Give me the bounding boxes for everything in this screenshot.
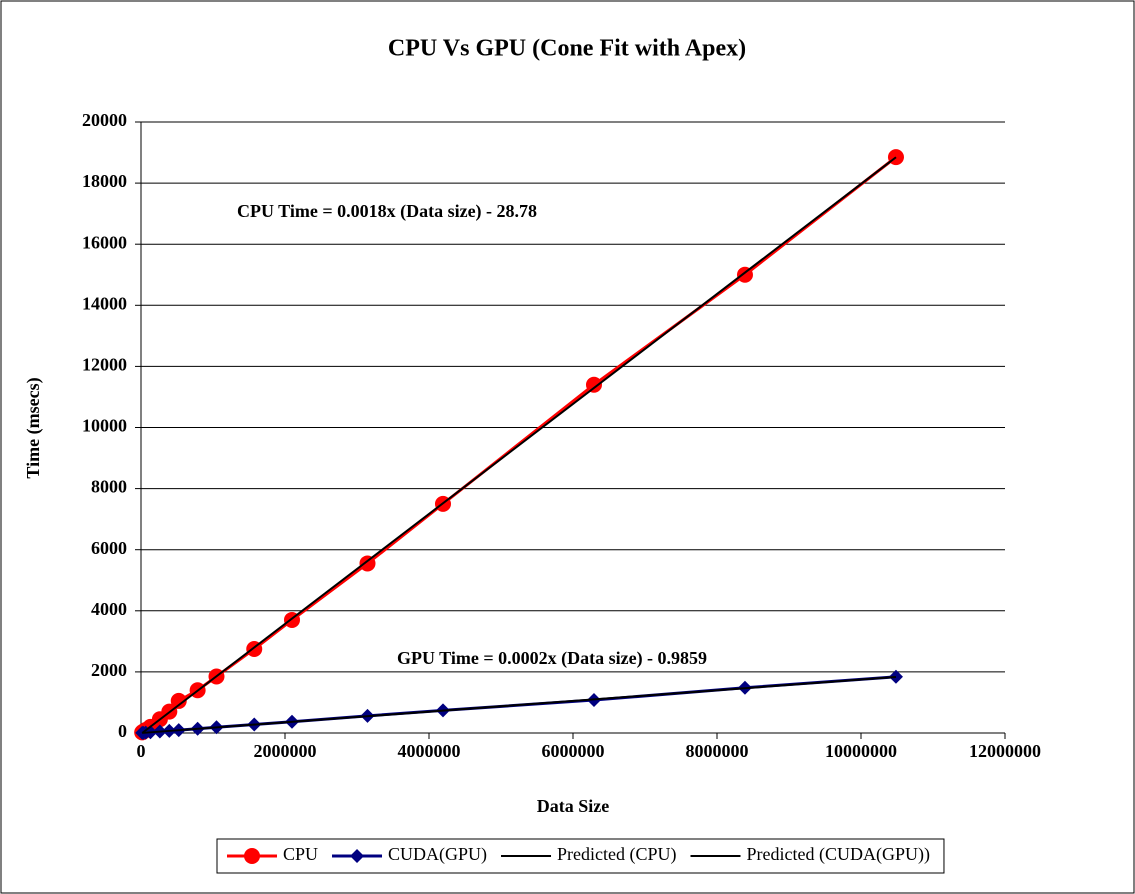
y-tick-label: 10000 (82, 416, 127, 436)
y-tick-label: 4000 (91, 599, 127, 619)
y-tick-label: 8000 (91, 477, 127, 497)
series-line (141, 156, 897, 734)
data-point (170, 692, 187, 709)
y-tick-label: 12000 (82, 355, 127, 375)
x-tick-label: 8000000 (686, 741, 749, 761)
legend-label: CUDA(GPU) (388, 844, 487, 865)
x-tick-label: 4000000 (398, 741, 461, 761)
legend-marker (244, 848, 260, 864)
legend-label: CPU (283, 844, 318, 864)
annotation: CPU Time = 0.0018x (Data size) - 28.78 (237, 201, 537, 222)
y-tick-label: 14000 (82, 293, 127, 313)
data-point (585, 376, 602, 393)
x-axis-label: Data Size (537, 796, 609, 816)
y-axis-label: Time (msecs) (23, 377, 44, 478)
legend-label: Predicted (CUDA(GPU)) (747, 844, 930, 865)
x-tick-label: 12000000 (969, 741, 1041, 761)
x-tick-label: 10000000 (825, 741, 897, 761)
series-line (142, 675, 897, 734)
y-tick-label: 0 (118, 721, 127, 741)
x-tick-label: 2000000 (254, 741, 317, 761)
legend-marker (350, 849, 365, 863)
y-tick-label: 20000 (82, 110, 127, 130)
chart-title: CPU Vs GPU (Cone Fit with Apex) (388, 36, 746, 62)
x-tick-label: 0 (137, 741, 146, 761)
y-tick-label: 6000 (91, 538, 127, 558)
data-point (888, 669, 903, 684)
legend-label: Predicted (CPU) (557, 844, 676, 865)
y-tick-label: 2000 (91, 660, 127, 680)
annotation: GPU Time = 0.0002x (Data size) - 0.9859 (397, 648, 707, 669)
data-point (359, 555, 376, 572)
y-tick-label: 16000 (82, 232, 127, 252)
y-tick-label: 18000 (82, 171, 127, 191)
x-tick-label: 6000000 (542, 741, 605, 761)
